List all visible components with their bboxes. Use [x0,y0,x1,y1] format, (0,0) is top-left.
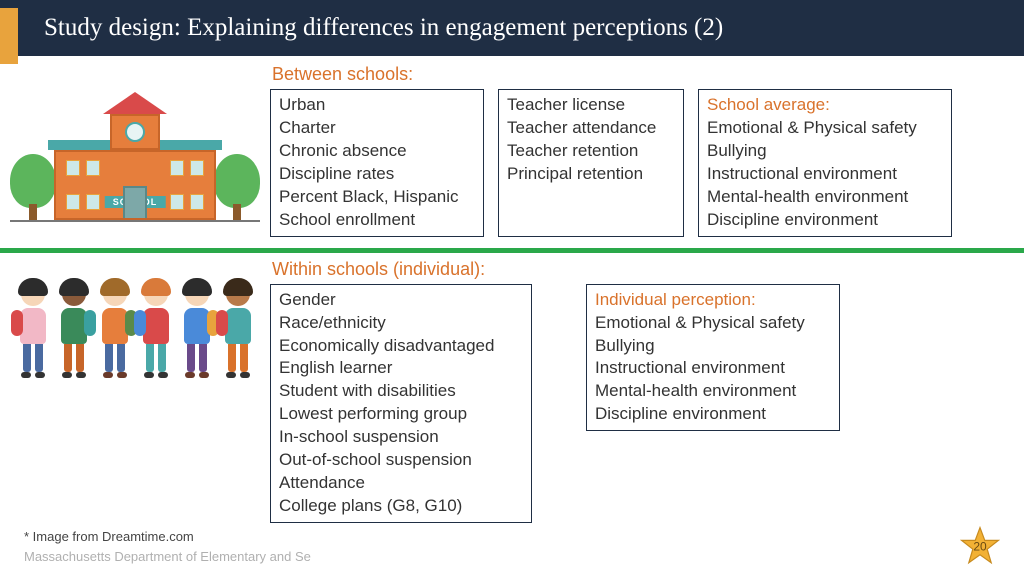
school-illustration: SCHOOL [10,78,260,228]
between-box-2: Teacher licenseTeacher attendanceTeacher… [498,89,684,237]
page-title: Study design: Explaining differences in … [44,14,994,42]
student-figure [15,282,51,382]
student-figure [220,282,256,382]
student-figure [179,282,215,382]
illustrations-column: SCHOOL [10,64,260,529]
student-figure [138,282,174,382]
title-bar: Study design: Explaining differences in … [0,0,1024,56]
within-label: Within schools (individual): [272,259,1004,280]
between-boxes: UrbanCharterChronic absenceDiscipline ra… [270,89,1004,237]
section-divider [0,248,1024,253]
within-boxes: GenderRace/ethnicityEconomically disadva… [270,284,1004,523]
between-box-3: School average:Emotional & Physical safe… [698,89,952,237]
student-figure [97,282,133,382]
within-box-1: GenderRace/ethnicityEconomically disadva… [270,284,532,523]
page-number-star: 20 [960,526,1000,566]
image-credit: * Image from Dreamtime.com [24,529,194,544]
department-footer: Massachusetts Department of Elementary a… [24,549,311,564]
within-box-2: Individual perception:Emotional & Physic… [586,284,840,432]
between-box-1: UrbanCharterChronic absenceDiscipline ra… [270,89,484,237]
between-label: Between schools: [272,64,1004,85]
page-number: 20 [973,540,986,554]
students-illustration [10,258,260,382]
student-figure [56,282,92,382]
